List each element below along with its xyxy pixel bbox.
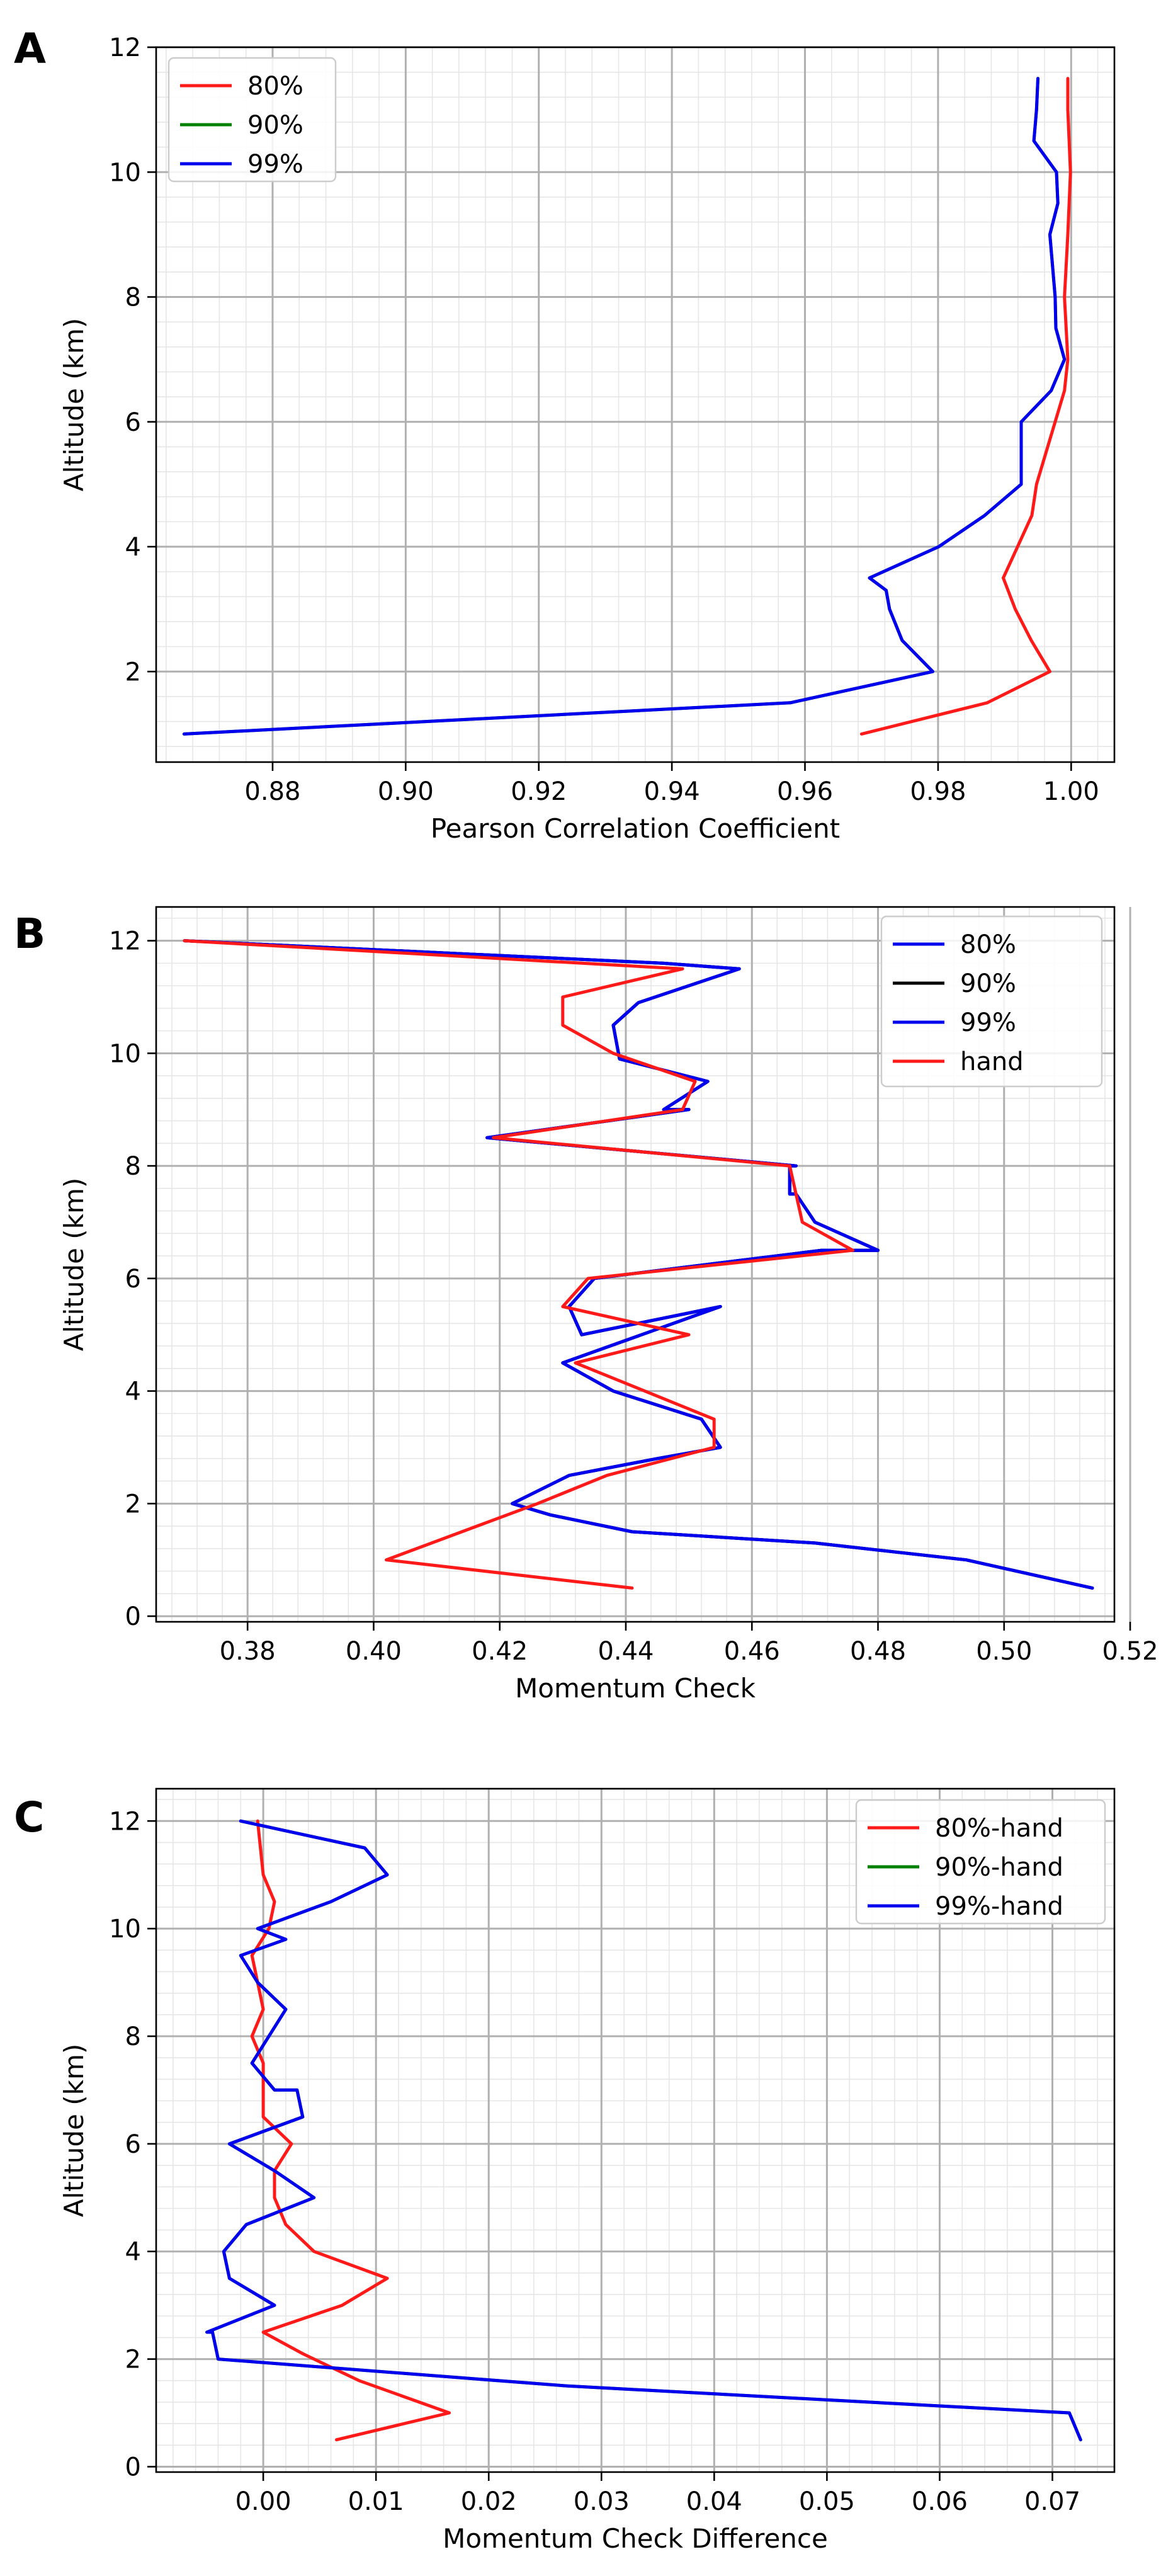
y-tick-label: 12 — [109, 1807, 141, 1836]
y-tick-label: 10 — [109, 1039, 141, 1068]
y-tick-label: 0 — [125, 2453, 141, 2482]
x-tick-label: 0.96 — [777, 777, 833, 806]
panel-b: 0.38 0.40 0.42 0.44 0.46 0.48 0.50 0.52 0 2 4 6 8 10 1… — [14, 906, 1158, 1704]
y-tick-label: 10 — [109, 158, 141, 187]
legend-label: 80% — [960, 930, 1016, 959]
series-group — [182, 77, 1072, 736]
plot-frame — [155, 46, 1116, 763]
panel-letter: B — [14, 909, 45, 958]
x-tick-label: 0.46 — [724, 1637, 780, 1666]
y-axis-label: Altitude (km) — [59, 318, 89, 491]
x-tick-label: 0.52 — [1102, 1637, 1158, 1666]
legend-box — [167, 57, 337, 183]
y-tick-label: 12 — [109, 927, 141, 956]
series-line-99- — [182, 77, 1067, 736]
y-tick-label: 2 — [125, 1490, 141, 1519]
legend-label: 99%-hand — [935, 1892, 1063, 1921]
x-tick-label: 0.40 — [346, 1637, 402, 1666]
legend: 80%-hand 90%-hand 99%-hand — [855, 1799, 1106, 1925]
y-tick-label: 6 — [125, 1265, 141, 1294]
x-tick-label: 0.05 — [799, 2487, 855, 2516]
x-tick-label: 0.90 — [378, 777, 434, 806]
x-tick-label: 0.01 — [348, 2487, 404, 2516]
x-tick-label: 1.00 — [1043, 777, 1099, 806]
legend-box — [855, 1799, 1106, 1925]
series-line-80-hand — [250, 1819, 451, 2442]
legend-box — [880, 915, 1103, 1088]
major-grid — [156, 907, 1131, 1622]
x-axis-label: Pearson Correlation Coefficient — [431, 813, 840, 844]
y-tick-label: 6 — [125, 2130, 141, 2159]
y-tick-label: 8 — [125, 1152, 141, 1181]
x-axis-label: Momentum Check — [515, 1673, 756, 1704]
x-tick-label: 0.48 — [850, 1637, 906, 1666]
legend-label: 80%-hand — [935, 1814, 1063, 1843]
legend-label: 99% — [247, 150, 303, 179]
x-tick-label: 0.04 — [686, 2487, 742, 2516]
legend-label: 99% — [960, 1008, 1016, 1037]
legend-label: 80% — [247, 72, 303, 101]
x-tick-label: 0.06 — [912, 2487, 968, 2516]
series-group — [205, 1819, 1082, 2442]
plot-frame — [155, 906, 1116, 1623]
legend-label: hand — [960, 1047, 1024, 1076]
y-tick-label: 12 — [109, 33, 141, 62]
legend: 80% 90% 99% hand — [880, 915, 1103, 1088]
y-tick-label: 6 — [125, 408, 141, 437]
x-axis-label: Momentum Check Difference — [443, 2523, 828, 2554]
x-tick-label: 0.42 — [472, 1637, 528, 1666]
panel-letter: C — [14, 1793, 44, 1842]
x-tick-label: 0.98 — [910, 777, 966, 806]
y-tick-label: 8 — [125, 283, 141, 312]
y-tick-label: 4 — [125, 533, 141, 562]
series-line-80- — [859, 77, 1072, 736]
y-tick-label: 10 — [109, 1915, 141, 1944]
y-tick-label: 4 — [125, 1377, 141, 1406]
y-tick-label: 2 — [125, 2345, 141, 2374]
x-tick-label: 0.38 — [220, 1637, 276, 1666]
x-tick-label: 0.07 — [1024, 2487, 1080, 2516]
y-tick-label: 8 — [125, 2022, 141, 2051]
x-tick-label: 0.92 — [511, 777, 567, 806]
y-tick-label: 4 — [125, 2238, 141, 2267]
x-tick-label: 0.03 — [574, 2487, 630, 2516]
x-tick-label: 0.88 — [244, 777, 300, 806]
series-line-99-hand — [205, 1819, 1082, 2442]
x-tick-label: 0.94 — [644, 777, 700, 806]
legend: 80% 90% 99% — [167, 57, 337, 183]
legend-label: 90%-hand — [935, 1853, 1063, 1882]
x-tick-label: 0.50 — [976, 1637, 1032, 1666]
legend-label: 90% — [960, 969, 1016, 998]
x-tick-label: 0.44 — [597, 1637, 654, 1666]
y-tick-label: 2 — [125, 658, 141, 687]
plot-frame — [155, 1787, 1116, 2473]
y-tick-label: 0 — [125, 1602, 141, 1631]
panel-letter: A — [14, 25, 46, 73]
series-group — [183, 939, 1094, 1590]
panel-c: 0.00 0.01 0.02 0.03 0.04 0.05 0.06 0.07 0 2 4 6 8 10 1… — [14, 1787, 1116, 2554]
panel-a: 0.88 0.90 0.92 0.94 0.96 0.98 1.00 2 4 6 8 10 12 Pear… — [14, 25, 1116, 844]
x-tick-label: 0.00 — [235, 2487, 292, 2516]
legend-label: 90% — [247, 111, 303, 140]
y-axis-label: Altitude (km) — [59, 1178, 89, 1351]
series-line-hand — [183, 939, 854, 1590]
x-tick-label: 0.02 — [461, 2487, 517, 2516]
y-axis-label: Altitude (km) — [59, 2044, 89, 2217]
